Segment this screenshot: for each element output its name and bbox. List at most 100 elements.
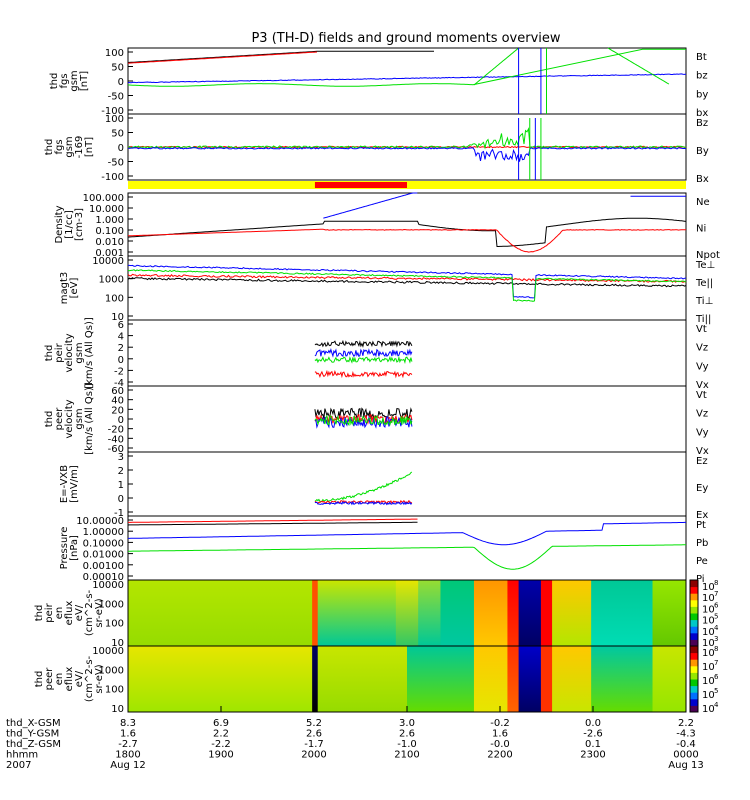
ephem-value: 2100 (394, 750, 419, 761)
y-axis-label-line: Density (54, 205, 65, 243)
y-tick-label: -20 (108, 425, 124, 436)
ephem-value: 0.0 (585, 718, 601, 729)
y-tick-label: -100 (101, 172, 124, 183)
spectro-stripe (312, 646, 319, 712)
y-tick-label: 0.100 (95, 226, 124, 237)
y-tick-label: 0 (118, 77, 124, 88)
colorbar-bin (690, 679, 698, 687)
ephem-value: 2.6 (306, 729, 322, 740)
y-axis-label-line: eV/ (74, 604, 85, 621)
ephem-value: 1.6 (120, 729, 136, 740)
y-tick-label: -40 (108, 434, 124, 445)
panel-frame (127, 192, 687, 257)
legend-Npot: Npot (696, 250, 720, 261)
y-axis-label-line: [nT] (84, 137, 95, 157)
colorbar-tick-base: 10 (702, 582, 715, 593)
ephem-value: 3.0 (399, 718, 415, 729)
y-tick-label: 1 (118, 480, 124, 491)
y-axis-label: thd fgs gsm [nT] (49, 70, 90, 91)
y-tick-label: -4 (114, 378, 124, 389)
spectro-electron (128, 646, 687, 712)
y-axis-label-line: en (54, 607, 65, 620)
trace-vx-i (314, 348, 413, 358)
ephem-value: 1800 (115, 750, 140, 761)
y-tick-label: 0.01000 (83, 550, 124, 561)
y-axis-label: thd fgs gsm -169 [nT] (44, 136, 95, 159)
legend-Te||: Te|| (695, 278, 713, 289)
y-tick-label: 100 (105, 293, 124, 304)
colorbar-tick-exp: 6 (714, 601, 719, 609)
colorbar-bin (690, 665, 698, 673)
y-axis-label-line: eflux (64, 601, 75, 626)
ephem-value: 0.1 (585, 739, 601, 750)
y-axis-label-line: sr-eV) (94, 598, 105, 627)
y-tick-label: 10000 (92, 256, 124, 267)
colorbar-bin (690, 619, 698, 627)
ephem-value: Aug 13 (668, 760, 703, 771)
y-tick-label: 50 (111, 63, 124, 74)
y-axis-label-line: thd (34, 671, 45, 688)
y-tick-label: 10.00000 (76, 516, 124, 527)
panel-frame (127, 255, 687, 321)
y-tick-label: 100.000 (83, 193, 124, 204)
spectro-stripe (591, 580, 654, 646)
colorbar-bin (690, 705, 698, 713)
colorbar-tick-base: 10 (702, 616, 715, 627)
spectro-stripe (312, 580, 319, 646)
spectro-stripe (128, 580, 313, 646)
legend-bx: bx (696, 108, 708, 119)
y-tick-label: 20 (111, 405, 124, 416)
colorbar-bin (690, 659, 698, 667)
y-axis-label-line: gsm (74, 408, 85, 429)
y-tick-label: 40 (111, 396, 124, 407)
trace-ni (127, 217, 687, 247)
spectro-ion (128, 580, 687, 646)
y-tick-label: 1000 (99, 599, 124, 610)
legend-Ne: Ne (696, 197, 710, 208)
y-tick-label: 1.000 (95, 215, 124, 226)
ephem-value: 2.2 (213, 729, 229, 740)
legend-Pb: Pb (696, 538, 708, 549)
colorbar-tick-exp: 4 (714, 624, 719, 632)
ephem-row-label: 2007 (6, 760, 31, 771)
ephem-value: -2.7 (118, 739, 138, 750)
colorbar-frame (689, 645, 699, 713)
y-axis-label-line: en (54, 673, 65, 686)
spectro-stripe (407, 646, 475, 712)
legend-Te⊥: Te⊥ (695, 260, 715, 271)
mode-bar-burst (314, 182, 407, 188)
ephem-row-label: thd_Z-GSM (6, 739, 61, 750)
spectro-stripe (395, 580, 419, 646)
colorbar-tick-base: 10 (702, 690, 715, 701)
trace-pi (128, 521, 686, 546)
legend-Ez: Ez (696, 456, 708, 467)
trace-vy-i (314, 355, 413, 365)
colorbar-bin (690, 586, 698, 594)
colorbar-tick-exp: 5 (714, 687, 718, 695)
trace-by-fall (607, 47, 670, 85)
legend-Vz: Vz (696, 343, 708, 354)
y-tick-label: 100 (105, 48, 124, 59)
spectro-stripe (552, 646, 592, 712)
y-axis-label-line: eV/ (74, 670, 85, 687)
legend-Vt: Vt (696, 390, 707, 401)
y-axis-label-line: [nPa] (69, 535, 80, 561)
y-tick-label: 0.00100 (83, 561, 124, 572)
colorbar-tick-exp: 7 (714, 659, 718, 667)
y-axis-label-line: fgs (59, 73, 70, 88)
y-axis-label-line: velocity (64, 333, 75, 372)
y-axis-label-line: [cm-3] (74, 208, 85, 241)
colorbar-bin (690, 652, 698, 660)
colorbar-tick-label: 10 7 (702, 590, 718, 604)
y-axis-label-line: thd (34, 605, 45, 622)
trace-bz (127, 51, 318, 64)
y-tick-label: 10.000 (89, 204, 124, 215)
ephem-value: -1.0 (397, 739, 417, 750)
ephem-value: 2000 (301, 750, 326, 761)
legend-Ti⊥: Ti⊥ (695, 296, 713, 307)
y-axis-label-line: [km/s (All Qs)] (84, 383, 95, 455)
legend-Vt: Vt (696, 324, 707, 335)
y-tick-label: 2 (118, 343, 124, 354)
